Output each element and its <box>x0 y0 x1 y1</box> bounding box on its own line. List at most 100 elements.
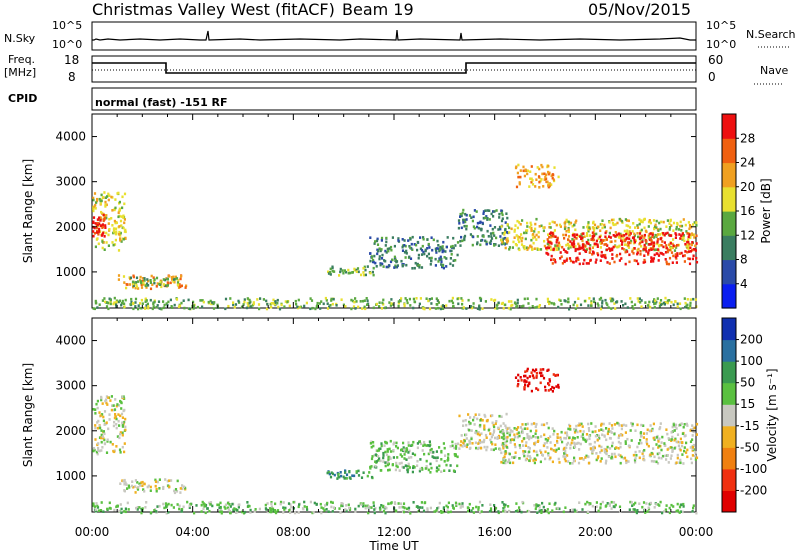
power-cell <box>603 223 606 227</box>
power-cell <box>550 258 553 262</box>
power-cell <box>497 301 500 305</box>
power-cell <box>548 184 552 188</box>
velocity-cell <box>656 452 659 456</box>
velocity-cell <box>98 449 101 453</box>
power-cell <box>548 302 551 306</box>
power-region <box>327 265 375 277</box>
velocity-cell <box>472 511 475 514</box>
velocity-cell <box>264 507 267 510</box>
velocity-cell <box>633 458 637 462</box>
power-cell <box>520 233 523 236</box>
power-cell <box>430 256 433 260</box>
velocity-cell <box>423 440 426 444</box>
velocity-cell <box>497 510 500 513</box>
velocity-cell <box>368 471 371 474</box>
power-cell <box>120 240 123 243</box>
velocity-cell <box>503 455 506 458</box>
velocity-cell <box>100 440 103 444</box>
power-cell <box>456 297 459 301</box>
velocity-cell <box>362 502 365 505</box>
velocity-cell <box>407 462 410 466</box>
velocity-cell <box>592 448 595 452</box>
power-cell <box>620 257 623 260</box>
velocity-cell <box>158 487 161 490</box>
power-cell <box>553 166 556 169</box>
velocity-cell <box>694 458 697 461</box>
velocity-cell <box>292 507 295 510</box>
power-cell <box>576 247 579 251</box>
velocity-cell <box>475 431 478 435</box>
power-cell <box>416 263 419 267</box>
power-cell <box>549 245 552 249</box>
power-cell <box>582 262 585 265</box>
velocity-cell <box>330 500 333 504</box>
power-cell <box>442 266 445 270</box>
velocity-cell <box>115 404 118 408</box>
velocity-cell <box>98 411 101 414</box>
velocity-cell <box>516 509 519 512</box>
velocity-region <box>457 412 509 452</box>
velocity-cell <box>528 437 531 441</box>
velocity-cell <box>656 462 660 465</box>
power-cell <box>158 307 161 310</box>
velocity-cell <box>138 482 141 486</box>
velocity-cell <box>655 436 659 439</box>
power-cell <box>212 302 215 306</box>
power-cell <box>174 275 177 279</box>
power-cell <box>530 165 533 168</box>
velocity-cell <box>528 382 531 385</box>
velocity-cell <box>119 399 122 403</box>
power-cell <box>445 304 448 307</box>
velocity-cell <box>675 461 678 464</box>
power-cell <box>558 298 561 302</box>
power-cell <box>552 247 555 251</box>
velocity-cell <box>403 450 406 454</box>
velocity-cell <box>516 384 519 388</box>
velocity-cell <box>695 422 699 426</box>
power-cell <box>437 301 440 304</box>
power-cell <box>665 246 668 250</box>
velocity-region <box>499 421 699 465</box>
power-cell <box>117 233 121 236</box>
power-cell <box>680 251 683 255</box>
time-tick-label: 08:00 <box>276 525 311 539</box>
velocity-cell <box>572 436 575 439</box>
power-cell <box>145 282 149 286</box>
power-colorbar-tick-label: 28 <box>740 131 755 145</box>
power-cell <box>373 242 376 245</box>
velocity-cell <box>573 508 576 512</box>
power-cell <box>100 193 103 197</box>
velocity-cell <box>468 502 471 506</box>
nsky-tick-bottom: 10^0 <box>52 38 82 51</box>
power-cell <box>344 270 348 274</box>
power-cell <box>530 226 533 230</box>
velocity-cell <box>201 500 204 504</box>
velocity-cell <box>96 426 99 430</box>
velocity-cell <box>521 500 524 504</box>
power-cell <box>331 265 334 269</box>
nsky-panel <box>91 21 697 51</box>
velocity-cell <box>556 436 559 439</box>
power-cell <box>567 235 571 238</box>
velocity-cell <box>470 509 473 512</box>
power-cell <box>153 278 156 281</box>
velocity-cell <box>618 505 622 509</box>
power-cell <box>484 209 487 212</box>
velocity-cell <box>461 505 464 508</box>
velocity-cell <box>96 399 99 403</box>
velocity-cell <box>518 444 521 447</box>
power-cell <box>171 278 174 281</box>
power-cell <box>232 301 235 304</box>
velocity-cell <box>313 501 316 505</box>
velocity-cell <box>108 501 111 505</box>
velocity-cell <box>548 457 551 461</box>
velocity-cell <box>553 444 557 447</box>
velocity-cell <box>578 448 581 451</box>
power-cell <box>258 307 261 311</box>
velocity-cell <box>382 460 385 463</box>
power-cell <box>643 260 647 264</box>
power-cell <box>390 298 393 301</box>
velocity-cell <box>692 443 696 447</box>
velocity-region <box>92 395 127 456</box>
velocity-cell <box>416 442 419 445</box>
